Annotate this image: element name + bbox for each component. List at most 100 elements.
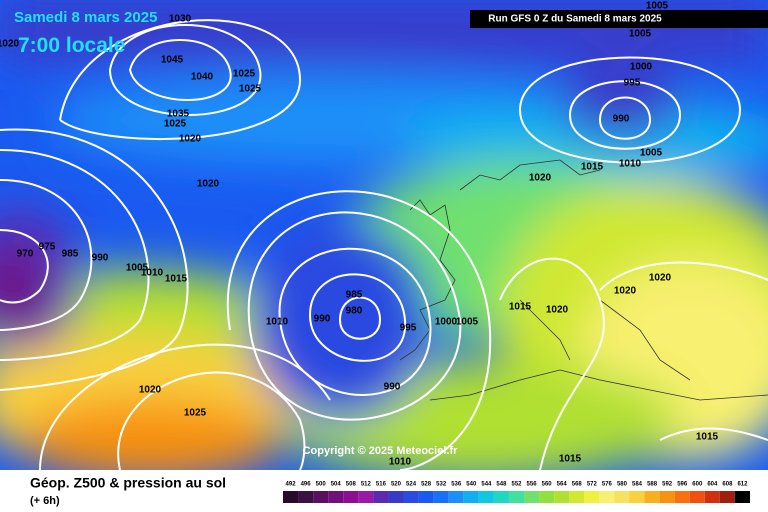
isobar-label: 1045	[161, 55, 184, 66]
isobar-label: 1020	[546, 305, 569, 316]
scale-swatch	[298, 491, 314, 503]
isobar-label: 1020	[139, 385, 162, 396]
scale-label: 592	[662, 482, 673, 488]
scale-swatch	[629, 491, 645, 503]
scale-swatch	[313, 491, 329, 503]
isobar-label: 1015	[696, 432, 719, 443]
scale-label: 560	[542, 482, 553, 488]
scale-swatch	[328, 491, 344, 503]
isobar-label: 1015	[165, 274, 188, 285]
isobar-label: 1010	[389, 457, 412, 468]
scale-label: 576	[602, 482, 613, 488]
isobar-label: 1020	[0, 39, 20, 50]
isobar-label: 1025	[233, 69, 256, 80]
scale-label: 516	[376, 482, 387, 488]
scale-swatch	[283, 491, 299, 503]
scale-label: 584	[632, 482, 643, 488]
scale-label: 580	[617, 482, 628, 488]
scale-swatch	[539, 491, 555, 503]
legend-title: Géop. Z500 & pression au sol	[30, 475, 226, 491]
isobar-label: 1005	[646, 1, 669, 12]
copyright: Copyright © 2025 Meteociel.fr	[303, 445, 459, 457]
scale-label: 520	[391, 482, 402, 488]
isobar-label: 1010	[266, 317, 289, 328]
isobar-label: 1015	[559, 454, 582, 465]
isobar-label: 1015	[581, 162, 604, 173]
isobar-label: 970	[17, 249, 34, 260]
scale-label: 524	[406, 482, 417, 488]
scale-swatch	[614, 491, 630, 503]
map-field	[0, 0, 768, 480]
isobar-label: 1030	[169, 14, 192, 25]
scale-label: 536	[451, 482, 462, 488]
scale-label: 548	[496, 482, 507, 488]
coastlines	[399, 159, 768, 401]
time-label: 7:00 locale	[18, 34, 125, 57]
isobar-label: 1020	[197, 179, 220, 190]
scale-swatch	[508, 491, 525, 503]
isobar-label: 1020	[179, 134, 202, 145]
scale-swatch	[478, 491, 494, 503]
scale-label: 604	[707, 482, 718, 488]
isobar-label: 1010	[141, 268, 164, 279]
scale-label: 512	[361, 482, 372, 488]
isobar-label: 990	[314, 314, 331, 325]
isobar-label: 990	[92, 253, 109, 264]
isobar-label: 1005	[456, 317, 479, 328]
isobar-label: 995	[624, 78, 641, 89]
scale-swatch	[524, 491, 540, 503]
scale-swatch	[674, 491, 690, 503]
scale-label: 500	[316, 482, 327, 488]
date-label: Samedi 8 mars 2025	[14, 9, 157, 26]
scale-swatch	[734, 491, 750, 503]
scale-label: 528	[421, 482, 432, 488]
scale-swatch	[569, 491, 585, 503]
scale-label: 492	[286, 482, 297, 488]
isobar-label: 1035	[167, 109, 190, 120]
scale-label: 504	[331, 482, 342, 488]
isobar-label: 1000	[435, 317, 458, 328]
scale-label: 612	[737, 482, 748, 488]
scale-label: 572	[587, 482, 598, 488]
isobar-labels: 1030104510401025102510351025102010201020…	[0, 1, 719, 468]
isobar-label: 1010	[619, 159, 642, 170]
isobar-label: 975	[39, 242, 56, 253]
isobar-label: 1025	[164, 119, 187, 130]
scale-swatch	[463, 491, 479, 503]
scale-swatch	[403, 491, 419, 503]
isobar-label: 1020	[614, 286, 637, 297]
run-label: Run GFS 0 Z du Samedi 8 mars 2025	[488, 14, 662, 25]
scale-swatch	[418, 491, 434, 503]
isobar-label: 1000	[630, 62, 653, 73]
color-scale: 492 496 500 504 508 512 516 520 524 528 532 536 540 5…	[283, 482, 750, 503]
scale-label: 596	[677, 482, 688, 488]
scale-label: 508	[346, 482, 357, 488]
scale-label: 496	[301, 482, 312, 488]
scale-swatch	[599, 491, 615, 503]
isobar-label: 1025	[239, 84, 262, 95]
isobar-label: 1005	[640, 148, 663, 159]
scale-label: 564	[557, 482, 568, 488]
scale-label: 608	[722, 482, 733, 488]
isobar-label: 1020	[649, 273, 672, 284]
isobar-label: 1015	[509, 302, 532, 313]
isobars	[0, 19, 768, 471]
isobar-label: 1040	[191, 72, 214, 83]
isobar-label: 1005	[629, 29, 652, 40]
scale-swatch	[343, 491, 359, 503]
scale-label: 600	[692, 482, 703, 488]
scale-swatch	[689, 491, 705, 503]
scale-swatch	[388, 491, 404, 503]
run-banner	[470, 10, 768, 28]
scale-swatch	[584, 491, 600, 503]
scale-swatch	[554, 491, 570, 503]
scale-swatch	[704, 491, 720, 503]
isobar-label: 1005	[126, 263, 149, 274]
scale-swatch	[373, 491, 389, 503]
isobar-label: 990	[613, 114, 630, 125]
scale-label: 588	[647, 482, 658, 488]
scale-label: 552	[511, 482, 522, 488]
scale-swatch	[644, 491, 660, 503]
isobar-label: 990	[384, 382, 401, 393]
